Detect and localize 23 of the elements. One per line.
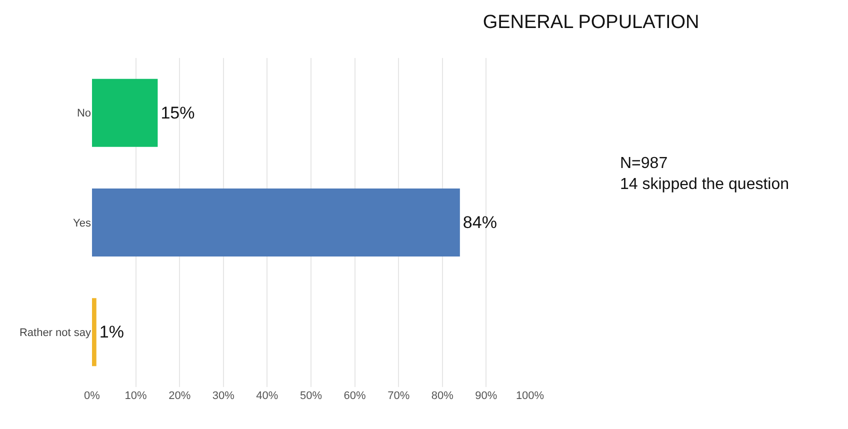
data-label: 15% xyxy=(160,103,195,122)
x-tick-label: 50% xyxy=(300,390,322,402)
y-tick-label: Rather not say xyxy=(19,327,92,340)
bar xyxy=(92,298,96,366)
y-tick-label: Yes xyxy=(73,217,92,230)
x-tick-label: 60% xyxy=(344,390,366,402)
x-tick-label: 90% xyxy=(475,390,498,402)
text: N=987 xyxy=(620,155,668,172)
data-label: 1% xyxy=(99,322,124,342)
x-tick-label: 30% xyxy=(212,390,235,402)
x-tick-label: 80% xyxy=(431,390,454,402)
text: 14 skipped the question xyxy=(620,176,790,193)
x-tick-label: 100% xyxy=(516,390,544,402)
bar xyxy=(92,188,460,256)
x-tick-label: 40% xyxy=(256,390,278,402)
x-tick-label: 70% xyxy=(388,390,410,402)
text: GENERAL POPULATION xyxy=(482,12,700,34)
x-tick-label: 20% xyxy=(168,390,191,402)
y-tick-label: No xyxy=(76,108,91,120)
data-label: 84% xyxy=(462,213,497,232)
x-tick-label: 0% xyxy=(84,390,100,402)
x-tick-label: 10% xyxy=(124,390,148,402)
bar xyxy=(92,78,158,147)
